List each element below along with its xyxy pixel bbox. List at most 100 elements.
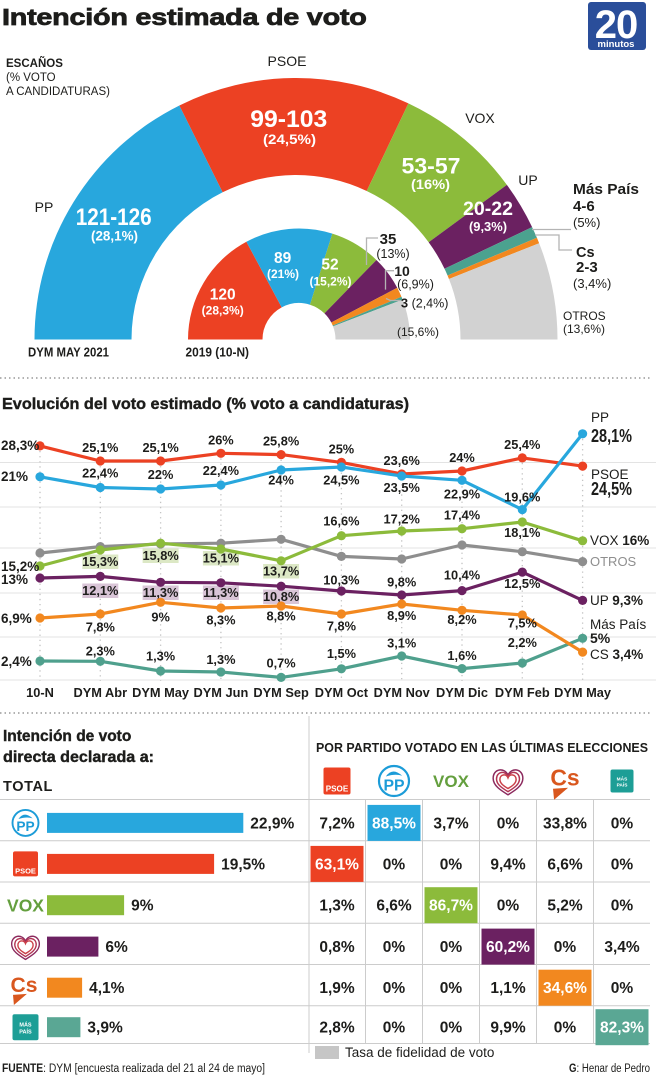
svg-text:15,1%: 15,1%: [203, 551, 240, 566]
svg-text:PP: PP: [591, 410, 609, 425]
svg-text:24%: 24%: [449, 450, 475, 465]
svg-text:24%: 24%: [268, 473, 294, 488]
svg-text:DYM May: DYM May: [132, 685, 190, 700]
svg-text:Cs: Cs: [550, 765, 579, 791]
svg-text:10,3%: 10,3%: [323, 572, 360, 587]
svg-text:25,4%: 25,4%: [504, 437, 541, 452]
svg-text:(13,6%): (13,6%): [563, 322, 605, 336]
svg-text:UP 9,3%: UP 9,3%: [590, 593, 643, 608]
svg-text:25%: 25%: [329, 441, 355, 456]
svg-text:99-103: 99-103: [250, 106, 327, 133]
svg-text:16,6%: 16,6%: [323, 514, 360, 529]
svg-text:9%: 9%: [151, 610, 170, 625]
svg-text:3,9%: 3,9%: [87, 1020, 123, 1037]
svg-text:Tasa de fidelidad de voto: Tasa de fidelidad de voto: [345, 1045, 494, 1060]
svg-text:8,3%: 8,3%: [206, 612, 236, 627]
svg-text:25,1%: 25,1%: [82, 440, 119, 455]
svg-text:DYM Jun: DYM Jun: [194, 685, 249, 700]
svg-text:G: Henar de Pedro: G: Henar de Pedro: [569, 1063, 650, 1075]
svg-text:2,3%: 2,3%: [86, 643, 116, 658]
svg-text:Más País: Más País: [590, 617, 647, 632]
svg-text:17,2%: 17,2%: [384, 511, 421, 526]
svg-text:22,9%: 22,9%: [444, 486, 481, 501]
svg-text:13,7%: 13,7%: [263, 564, 300, 579]
svg-text:MÁS: MÁS: [617, 775, 628, 782]
svg-text:(3,4%): (3,4%): [573, 276, 611, 291]
svg-text:52: 52: [321, 257, 338, 274]
svg-text:ESCAÑOS: ESCAÑOS: [6, 57, 63, 70]
svg-text:60,2%: 60,2%: [486, 939, 530, 956]
svg-text:PP: PP: [383, 777, 404, 794]
svg-text:8,9%: 8,9%: [387, 608, 417, 623]
svg-text:19,5%: 19,5%: [221, 856, 265, 873]
svg-text:1,5%: 1,5%: [327, 646, 357, 661]
svg-text:1,3%: 1,3%: [319, 898, 355, 915]
svg-text:PAÍS: PAÍS: [19, 1027, 32, 1035]
svg-text:0%: 0%: [383, 856, 406, 873]
svg-text:12,5%: 12,5%: [504, 576, 541, 591]
svg-text:Intención estimada de voto: Intención estimada de voto: [2, 4, 367, 31]
svg-text:53-57: 53-57: [402, 154, 461, 179]
svg-text:3,4%: 3,4%: [604, 939, 640, 956]
svg-text:0%: 0%: [383, 1020, 406, 1037]
svg-text:9,9%: 9,9%: [490, 1020, 526, 1037]
svg-text:120: 120: [210, 287, 236, 304]
svg-text:0%: 0%: [440, 856, 463, 873]
svg-text:(13%): (13%): [376, 247, 409, 261]
svg-text:6,6%: 6,6%: [376, 898, 412, 915]
svg-text:15,2%: 15,2%: [1, 559, 39, 574]
svg-text:0%: 0%: [440, 1020, 463, 1037]
svg-text:25,8%: 25,8%: [263, 434, 300, 449]
svg-text:19,6%: 19,6%: [504, 490, 541, 505]
svg-text:0%: 0%: [383, 980, 406, 997]
svg-text:6%: 6%: [105, 939, 128, 956]
svg-text:PSOE: PSOE: [268, 53, 307, 69]
svg-text:TOTAL: TOTAL: [3, 779, 53, 795]
svg-text:MÁS: MÁS: [19, 1021, 32, 1028]
svg-text:PAÍS: PAÍS: [617, 781, 629, 789]
svg-text:OTROS: OTROS: [590, 554, 637, 569]
svg-text:17,4%: 17,4%: [444, 508, 481, 523]
svg-text:PSOE: PSOE: [15, 866, 36, 875]
svg-text:13%: 13%: [1, 572, 28, 587]
svg-text:2,8%: 2,8%: [319, 1020, 355, 1037]
svg-text:25,1%: 25,1%: [142, 440, 179, 455]
svg-text:23,6%: 23,6%: [384, 453, 421, 468]
svg-text:(5%): (5%): [573, 215, 600, 230]
svg-text:DYM Nov: DYM Nov: [374, 685, 431, 700]
svg-text:26%: 26%: [208, 432, 234, 447]
svg-text:9,4%: 9,4%: [490, 856, 526, 873]
svg-text:3 (2,4%): 3 (2,4%): [401, 296, 449, 311]
svg-text:7,5%: 7,5%: [508, 615, 538, 630]
svg-text:86,7%: 86,7%: [429, 898, 473, 915]
svg-text:1,3%: 1,3%: [146, 649, 176, 664]
svg-text:DYM MAY 2021: DYM MAY 2021: [28, 346, 109, 360]
svg-text:DYM Sep: DYM Sep: [253, 685, 309, 700]
svg-text:VOX: VOX: [7, 896, 44, 916]
svg-text:OTROS: OTROS: [563, 309, 606, 323]
svg-text:(9,3%): (9,3%): [469, 220, 507, 234]
svg-text:22,9%: 22,9%: [250, 815, 294, 832]
svg-text:(6,9%): (6,9%): [397, 278, 434, 292]
svg-text:18,1%: 18,1%: [504, 525, 541, 540]
svg-text:0%: 0%: [554, 1020, 577, 1037]
svg-text:33,8%: 33,8%: [543, 815, 587, 832]
svg-text:1,6%: 1,6%: [447, 648, 477, 663]
svg-text:3,7%: 3,7%: [433, 815, 469, 832]
svg-text:(15,2%): (15,2%): [309, 275, 351, 289]
svg-text:88,5%: 88,5%: [372, 815, 416, 832]
svg-text:(28,3%): (28,3%): [202, 304, 244, 318]
svg-text:10-N: 10-N: [26, 685, 54, 700]
svg-text:0,8%: 0,8%: [319, 939, 355, 956]
svg-text:21%: 21%: [1, 469, 28, 484]
svg-text:1,9%: 1,9%: [319, 980, 355, 997]
svg-text:0%: 0%: [383, 939, 406, 956]
svg-text:Evolución del voto estimado (%: Evolución del voto estimado (% voto a ca…: [2, 396, 409, 413]
svg-text:0%: 0%: [497, 815, 520, 832]
svg-text:1,3%: 1,3%: [206, 652, 236, 667]
svg-text:VOX 16%: VOX 16%: [590, 533, 649, 548]
svg-text:CS 3,4%: CS 3,4%: [590, 647, 643, 662]
svg-text:20: 20: [595, 3, 638, 47]
svg-text:0%: 0%: [611, 815, 634, 832]
svg-text:6,9%: 6,9%: [1, 611, 32, 626]
